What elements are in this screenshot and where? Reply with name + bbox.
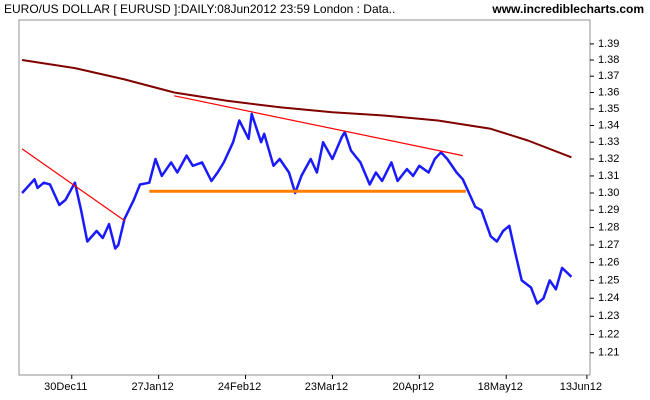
y-tick-label: 1.32 — [598, 153, 619, 165]
series-line — [21, 112, 573, 305]
trendline — [21, 148, 125, 222]
y-tick-label: 1.30 — [598, 187, 619, 199]
trendline — [174, 95, 463, 157]
y-tick-label: 1.33 — [598, 136, 619, 148]
series-line — [21, 59, 572, 159]
y-tick-label: 1.27 — [598, 239, 619, 251]
x-tick-label: 13Jun12 — [560, 381, 602, 393]
y-tick-label: 1.39 — [598, 38, 619, 50]
x-tick-label: 18May12 — [478, 381, 523, 393]
y-tick-label: 1.22 — [598, 328, 619, 340]
y-tick-label: 1.37 — [598, 70, 619, 82]
x-tick-label: 23Mar12 — [305, 381, 348, 393]
y-tick-label: 1.36 — [598, 86, 619, 98]
x-tick-label: 24Feb12 — [218, 381, 261, 393]
y-tick-label: 1.29 — [598, 204, 619, 216]
x-tick-label: 27Jan12 — [132, 381, 174, 393]
chart-title: EURO/US DOLLAR [ EURUSD ]:DAILY:08Jun201… — [4, 2, 395, 16]
y-tick-label: 1.34 — [598, 119, 619, 131]
source: www.incrediblecharts.com — [491, 2, 644, 16]
y-tick-label: 1.26 — [598, 257, 619, 269]
plot-area — [18, 19, 591, 376]
y-tick-label: 1.23 — [598, 310, 619, 322]
y-tick-label: 1.31 — [598, 170, 619, 182]
y-tick-label: 1.25 — [598, 274, 619, 286]
y-tick-label: 1.28 — [598, 221, 619, 233]
y-tick-label: 1.35 — [598, 103, 619, 115]
y-tick-label: 1.38 — [598, 54, 619, 66]
y-tick-label: 1.24 — [598, 292, 619, 304]
y-tick-label: 1.21 — [598, 347, 619, 359]
x-tick-label: 20Apr12 — [393, 381, 435, 393]
x-tick-label: 30Dec11 — [44, 381, 87, 393]
